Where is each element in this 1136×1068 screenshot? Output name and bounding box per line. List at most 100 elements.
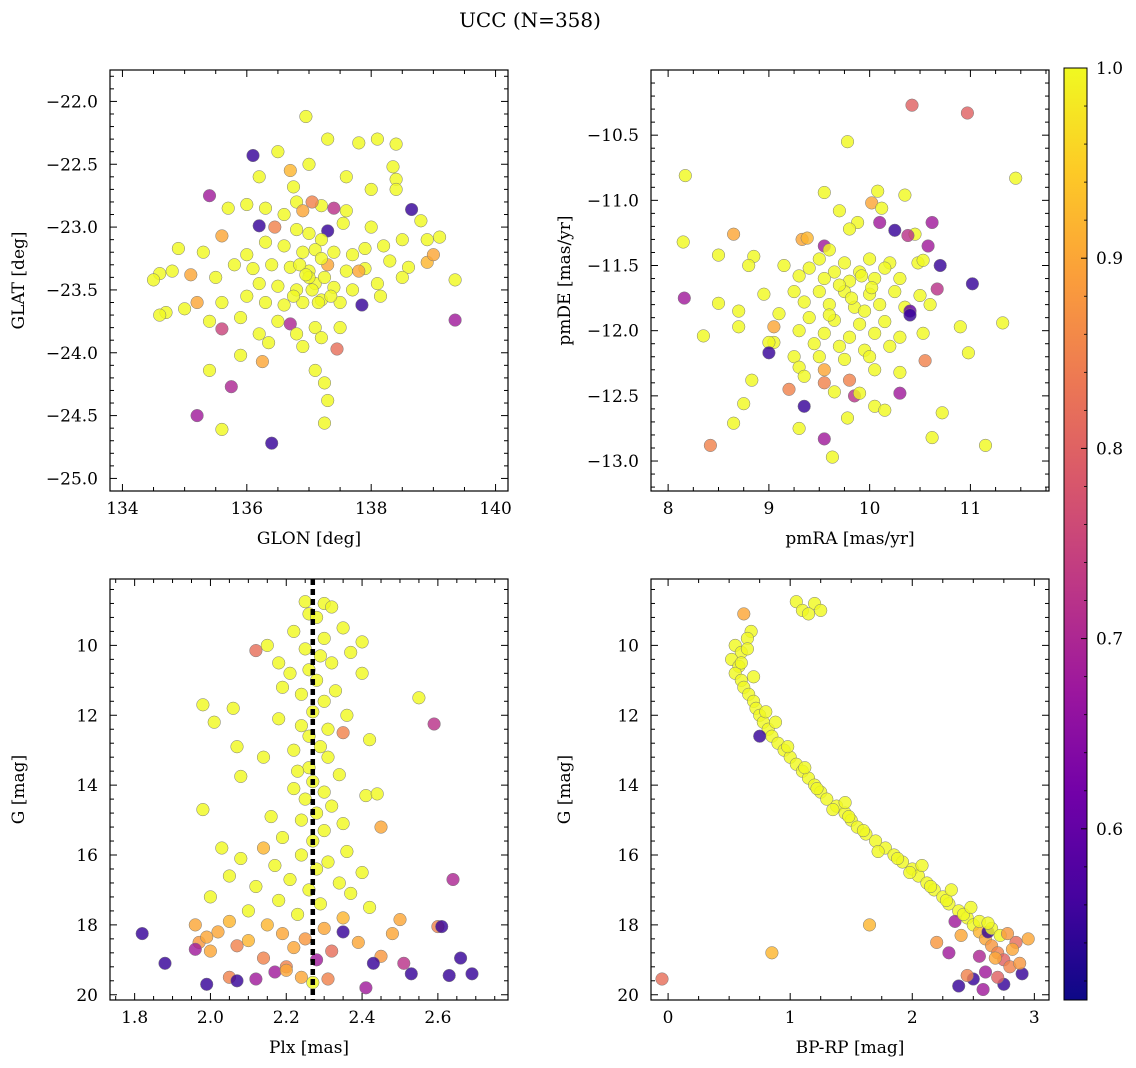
scatter-point: [942, 946, 956, 960]
scatter-point: [299, 109, 313, 124]
scatter-point: [226, 701, 240, 715]
scatter-point: [328, 684, 343, 698]
scatter-point: [711, 296, 726, 310]
colorbar-gradient: [1063, 67, 1088, 1001]
scatter-point: [800, 231, 814, 245]
scatter-point: [355, 666, 369, 680]
scatter-point: [171, 241, 185, 256]
x-tick-label: 1.8: [121, 1008, 148, 1028]
scatter-point: [944, 883, 958, 897]
y-tick-label: −22.5: [46, 155, 98, 175]
scatter-point: [734, 656, 748, 670]
scatter-point: [325, 600, 339, 614]
scatter-point: [878, 315, 892, 329]
scatter-point: [200, 930, 214, 944]
scatter-point: [454, 951, 468, 965]
scatter-point: [401, 260, 416, 274]
scatter-point: [812, 350, 826, 364]
scatter-point: [221, 201, 235, 215]
y-tick-label: −12.0: [587, 322, 639, 342]
scatter-point: [283, 666, 297, 680]
y-tick-label: 16: [76, 846, 98, 866]
scatter-point: [287, 941, 301, 955]
scatter-point: [275, 830, 290, 845]
scatter-point: [287, 624, 301, 638]
scatter-point: [727, 227, 741, 241]
scatter-point: [952, 979, 966, 993]
scatter-point: [893, 365, 907, 379]
scatter-point: [465, 967, 479, 981]
scatter-point: [215, 841, 229, 855]
scatter-point: [333, 295, 347, 310]
scatter-point: [336, 817, 350, 831]
scatter-point: [972, 949, 986, 963]
scatter-point: [359, 981, 373, 995]
scatter-point: [678, 169, 692, 183]
scatter-point: [240, 197, 254, 212]
scatter-point: [810, 782, 824, 796]
scatter-point: [305, 283, 319, 297]
scatter-point: [298, 642, 312, 656]
scatter-point: [798, 761, 812, 775]
scatter-point: [366, 956, 380, 970]
scatter-point: [345, 248, 360, 262]
scatter-point: [842, 810, 856, 824]
scatter-point: [234, 851, 248, 866]
scatter-point: [840, 411, 855, 425]
scatter-point: [948, 914, 962, 928]
scatter-point: [313, 649, 327, 663]
scatter-point: [294, 719, 308, 733]
scatter-point: [817, 271, 831, 286]
scatter-point: [336, 911, 350, 925]
scatter-point: [344, 886, 358, 900]
scatter-point: [363, 733, 377, 747]
scatter-point: [317, 416, 332, 430]
scatter-point: [332, 768, 346, 782]
y-tick-label: 10: [76, 636, 98, 656]
scatter-point: [240, 248, 254, 262]
scatter-point: [283, 317, 297, 331]
scatter-point: [271, 279, 285, 293]
scatter-point: [325, 799, 339, 813]
scatter-point: [222, 914, 236, 928]
scatter-point: [135, 927, 149, 941]
scatter-point: [797, 295, 811, 309]
scatter-point: [325, 944, 339, 958]
scatter-point: [703, 438, 717, 452]
scatter-point: [209, 270, 223, 284]
y-tick-label: 12: [617, 706, 639, 726]
scatter-point: [737, 397, 751, 411]
scatter-point: [373, 289, 388, 303]
y-tick-label: −11.5: [587, 257, 639, 277]
scatter-point: [252, 277, 266, 291]
scatter-point: [255, 355, 269, 369]
scatter-point: [246, 148, 260, 163]
scatter-point: [196, 245, 210, 259]
scatter-point: [863, 350, 877, 364]
scatter-point: [677, 291, 691, 305]
scatter-point: [211, 925, 225, 939]
scatter-point: [190, 409, 204, 423]
scatter-point: [215, 229, 229, 243]
scatter-point: [442, 968, 456, 983]
scatter-point: [737, 607, 751, 621]
scatter-point: [817, 326, 831, 340]
scatter-point: [740, 642, 754, 656]
scatter-point: [853, 386, 867, 400]
scatter-point: [840, 135, 855, 149]
scatter-point: [256, 841, 271, 855]
scatter-point: [711, 248, 726, 262]
scatter-point: [351, 935, 365, 949]
axes-frame: [109, 578, 509, 1001]
scatter-point: [344, 645, 358, 659]
scatter-point: [268, 220, 282, 234]
scatter-point: [893, 330, 907, 344]
scatter-point: [264, 810, 278, 824]
scatter-point: [234, 769, 248, 783]
y-tick-label: −11.0: [587, 191, 639, 211]
scatter-point: [336, 925, 350, 939]
scatter-point: [883, 339, 897, 353]
scatter-point: [389, 182, 403, 196]
scatter-point: [930, 935, 944, 949]
